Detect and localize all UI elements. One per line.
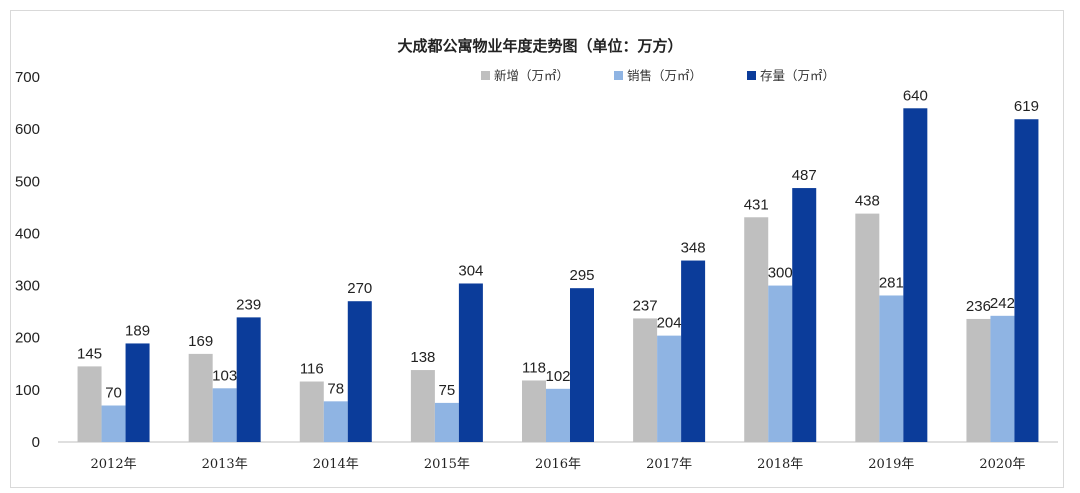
x-tick-label: 2016年 xyxy=(535,457,581,472)
data-label: 304 xyxy=(458,262,483,279)
data-label: 237 xyxy=(633,297,658,314)
data-label: 438 xyxy=(855,193,880,210)
y-tick-label: 0 xyxy=(32,434,40,451)
bar-1 xyxy=(744,217,769,442)
data-label: 300 xyxy=(768,265,793,282)
data-label: 138 xyxy=(410,349,435,366)
data-label: 189 xyxy=(125,322,150,339)
x-tick-label: 2015年 xyxy=(424,457,470,472)
x-tick-label: 2012年 xyxy=(91,457,137,472)
bar-2 xyxy=(990,315,1015,442)
bar-3 xyxy=(681,260,706,442)
x-tick-label: 2017年 xyxy=(646,457,692,472)
bar-2 xyxy=(323,401,348,442)
bar-3 xyxy=(1014,119,1039,442)
data-label: 640 xyxy=(903,87,928,104)
y-tick-label: 600 xyxy=(15,121,40,138)
data-label: 619 xyxy=(1014,98,1039,115)
bar-2 xyxy=(768,285,793,442)
data-label: 70 xyxy=(105,385,122,402)
data-label: 236 xyxy=(966,298,991,315)
bar-3 xyxy=(458,283,483,442)
y-tick-label: 100 xyxy=(15,382,40,399)
data-label: 242 xyxy=(990,295,1015,312)
data-label: 145 xyxy=(77,345,102,362)
bar-3 xyxy=(125,343,150,442)
data-labels-group: 145 169 116 138 118 237 431 438 236 70 103 78 75 102 2… xyxy=(77,87,1039,401)
data-label: 103 xyxy=(212,367,237,384)
bar-3 xyxy=(236,317,261,442)
x-tick-label: 2014年 xyxy=(313,457,359,472)
bar-1 xyxy=(77,366,102,442)
legend-label: 新增（万㎡） xyxy=(494,68,569,83)
bar-3 xyxy=(903,108,928,443)
legend-label: 存量（万㎡） xyxy=(760,68,835,83)
data-label: 78 xyxy=(327,380,344,397)
data-label: 75 xyxy=(439,382,456,399)
legend-label: 销售（万㎡） xyxy=(627,68,702,83)
data-label: 102 xyxy=(545,368,570,385)
bar-3 xyxy=(570,288,594,442)
bar-1 xyxy=(522,380,546,442)
x-tick-label: 2019年 xyxy=(868,457,914,472)
bar-3 xyxy=(792,188,817,442)
y-tick-label: 300 xyxy=(15,278,40,295)
x-tick-label: 2013年 xyxy=(202,457,248,472)
bar-2 xyxy=(212,388,237,442)
x-tick-label: 2020年 xyxy=(979,457,1025,472)
bar-3 xyxy=(347,301,372,442)
bar-2 xyxy=(657,335,682,442)
data-label: 239 xyxy=(236,296,261,313)
data-label: 295 xyxy=(569,267,594,284)
x-tick-label: 2018年 xyxy=(757,457,803,472)
data-label: 431 xyxy=(744,196,769,213)
data-label: 169 xyxy=(188,333,213,350)
data-label: 118 xyxy=(522,359,546,376)
y-tick-label: 400 xyxy=(15,225,40,242)
legend-swatch xyxy=(614,71,623,80)
data-label: 281 xyxy=(879,274,904,291)
bar-2 xyxy=(546,388,570,442)
bar-1 xyxy=(188,353,213,442)
bar-2 xyxy=(434,402,459,442)
bar-1 xyxy=(299,381,324,442)
legend: 新增（万㎡） 销售（万㎡） 存量（万㎡） xyxy=(481,68,835,83)
y-tick-label: 200 xyxy=(15,330,40,347)
data-label: 116 xyxy=(300,361,324,378)
y-tick-label: 700 xyxy=(15,69,40,86)
chart-title: 大成都公寓物业年度走势图（单位：万方） xyxy=(397,37,682,55)
bar-1 xyxy=(410,370,435,442)
bar-2 xyxy=(879,295,904,442)
data-label: 204 xyxy=(657,315,682,332)
legend-swatch xyxy=(747,71,756,80)
data-label: 270 xyxy=(347,280,372,297)
y-tick-label: 500 xyxy=(15,173,40,190)
bars-group xyxy=(77,108,1039,443)
bar-1 xyxy=(633,318,658,442)
data-label: 487 xyxy=(792,167,817,184)
data-label: 348 xyxy=(681,240,706,257)
bar-1 xyxy=(855,213,880,442)
bar-2 xyxy=(101,405,126,442)
bar-1 xyxy=(966,318,991,442)
legend-swatch xyxy=(481,71,490,80)
